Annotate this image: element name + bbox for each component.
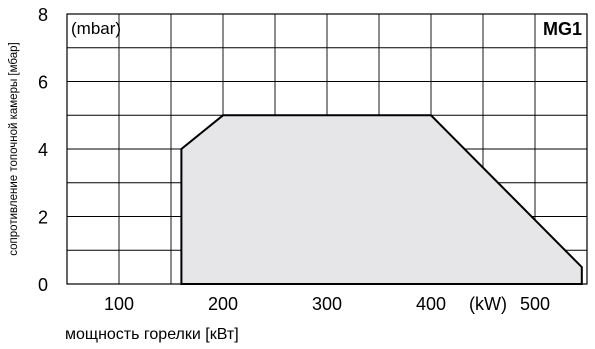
y-axis-label: сопротивление топочной камеры [мбар] — [8, 42, 20, 255]
x-tick-label: 200 — [208, 294, 238, 314]
y-unit-label: (mbar) — [71, 19, 121, 38]
y-tick-label: 6 — [38, 73, 48, 93]
working-field-area — [180, 114, 583, 285]
y-tick-label: 8 — [38, 5, 48, 25]
x-tick-label: 300 — [312, 294, 342, 314]
x-tick-labels: 100 200 300 400 500 — [104, 294, 550, 314]
y-tick-label: 0 — [38, 275, 48, 295]
x-axis-label: мощность горелки [кВт] — [65, 326, 239, 343]
x-unit-label: (kW) — [469, 294, 507, 314]
chart-title: MG1 — [543, 19, 582, 39]
x-tick-label: 500 — [520, 294, 550, 314]
y-tick-labels: 0 2 4 6 8 — [38, 5, 48, 295]
y-tick-label: 2 — [38, 208, 48, 228]
plot-frame — [66, 13, 588, 285]
x-tick-label: 100 — [104, 294, 134, 314]
x-tick-label: 400 — [416, 294, 446, 314]
y-tick-label: 4 — [38, 140, 48, 160]
